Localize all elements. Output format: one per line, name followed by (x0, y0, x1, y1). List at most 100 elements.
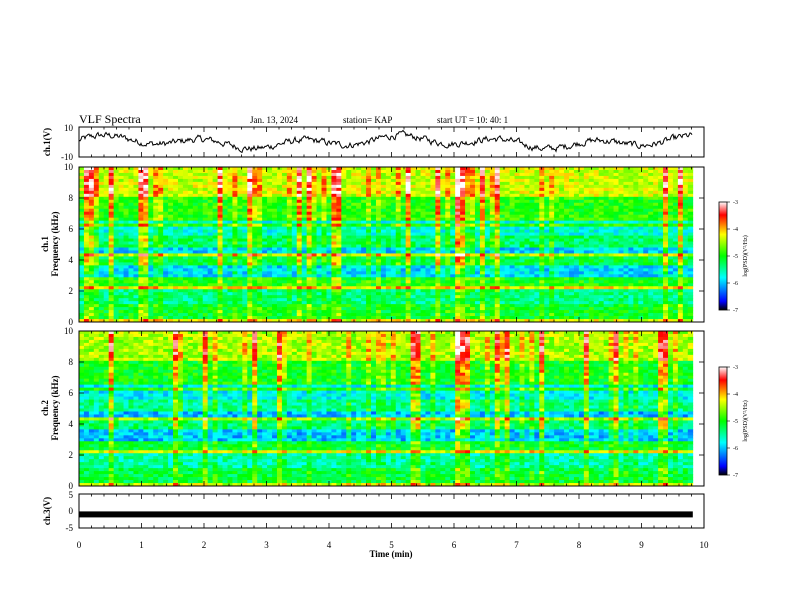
spectrogram-cell (217, 307, 223, 311)
spectrogram-cell (153, 295, 159, 299)
spectrogram-cell (222, 229, 228, 233)
spectrogram-cell (222, 283, 228, 287)
spectrogram-cell (440, 241, 446, 245)
spectrogram-cell (143, 208, 149, 213)
spectrogram-cell (128, 247, 134, 251)
spectrogram-cell (212, 205, 218, 210)
spectrogram-cell (474, 319, 481, 322)
spectrogram-cell (311, 181, 317, 186)
spectrogram-cell (143, 184, 149, 189)
spectrogram-cell (173, 265, 179, 269)
spectrogram-cell (128, 319, 134, 322)
spectrogram-cell (296, 313, 303, 317)
spectrogram-cell (301, 235, 308, 239)
spectrogram-cell (79, 280, 85, 284)
spectrogram-cell (291, 196, 298, 201)
spectrogram-cell (410, 262, 416, 266)
spectrogram-cell (351, 247, 357, 251)
spectrogram-cell (276, 220, 283, 225)
spectrogram-cell (371, 226, 377, 230)
spectrogram-cell (113, 283, 119, 287)
spectrogram-cell (440, 202, 446, 207)
spectrogram-cell (93, 181, 100, 186)
spectrogram-cell (336, 220, 342, 225)
spectrogram-cell (499, 172, 506, 177)
spectrogram-cell (331, 196, 337, 201)
spectrogram-cell (306, 295, 313, 299)
spectrogram-cell (539, 208, 545, 213)
spectrogram-cell (237, 232, 243, 236)
spectrogram-cell (247, 211, 253, 216)
spectrogram-cell (242, 172, 248, 177)
spectrogram-cell (519, 292, 525, 296)
spectrogram-cell (534, 295, 540, 299)
spectrogram-cell (103, 214, 110, 219)
spectrogram-cell (192, 178, 199, 183)
spectrogram-cell (306, 241, 313, 245)
spectrogram-cell (222, 289, 228, 293)
spectrogram-cell (410, 304, 416, 308)
spectrogram-cell (415, 220, 421, 225)
spectrogram-cell (173, 247, 179, 251)
spectrogram-cell (514, 313, 520, 317)
spectrogram-cell (227, 169, 233, 174)
spectrogram-cell (371, 277, 377, 281)
spectrogram-cell (494, 286, 501, 290)
spectrogram-cell (88, 289, 95, 293)
spectrogram-cell (247, 196, 253, 201)
spectrogram-cell (133, 190, 139, 195)
spectrogram-cell (197, 235, 204, 239)
spectrogram-cell (212, 268, 218, 272)
spectrogram-cell (445, 202, 451, 207)
spectrogram-cell (232, 247, 238, 251)
spectrogram-cell (311, 208, 317, 213)
spectrogram-cell (405, 217, 412, 222)
spectrogram-cell (247, 199, 253, 204)
spectrogram-cell (524, 199, 530, 204)
spectrogram-cell (123, 265, 129, 269)
spectrogram-cell (504, 277, 511, 281)
spectrogram-cell (227, 211, 233, 216)
spectrogram-cell (118, 280, 124, 284)
spectrogram-cell (455, 319, 461, 322)
spectrogram-cell (291, 274, 298, 278)
spectrogram-cell (177, 283, 184, 287)
spectrogram-cell (232, 253, 238, 257)
spectrogram-cell (351, 193, 357, 198)
spectrogram-cell (306, 229, 313, 233)
spectrogram-cell (291, 241, 298, 245)
spectrogram-cell (450, 181, 456, 186)
spectrogram-cell (291, 292, 298, 296)
spectrogram-cell (529, 319, 535, 322)
spectrogram-cell (138, 259, 144, 263)
spectrogram-cell (539, 181, 545, 186)
spectrogram-cell (192, 280, 199, 284)
spectrogram-cell (242, 193, 248, 198)
spectrogram-cell (267, 229, 273, 233)
spectrogram-cell (460, 169, 466, 174)
spectrogram-cell (534, 319, 540, 322)
spectrogram-cell (247, 181, 253, 186)
spectrogram-cell (470, 265, 476, 269)
spectrogram-cell (148, 202, 154, 207)
spectrogram-cell (158, 286, 164, 290)
spectrogram-cell (460, 211, 466, 216)
spectrogram-cell (460, 307, 466, 311)
spectrogram-cell (108, 202, 115, 207)
spectrogram-cell (375, 271, 382, 275)
spectrogram-cell (524, 298, 530, 302)
spectrogram-cell (425, 241, 431, 245)
spectrogram-cell (108, 265, 115, 269)
spectrogram-cell (371, 301, 377, 305)
spectrogram-cell (390, 235, 397, 239)
spectrogram-cell (504, 271, 511, 275)
spectrogram-cell (539, 286, 545, 290)
spectrogram-cell (430, 235, 436, 239)
spectrogram-cell (177, 259, 184, 263)
spectrogram-cell (529, 307, 535, 311)
spectrogram-cell (262, 310, 268, 314)
spectrogram-cell (262, 316, 268, 320)
spectrogram-cell (494, 310, 501, 314)
spectrogram-cell (276, 259, 283, 263)
spectrogram-cell (450, 298, 456, 302)
